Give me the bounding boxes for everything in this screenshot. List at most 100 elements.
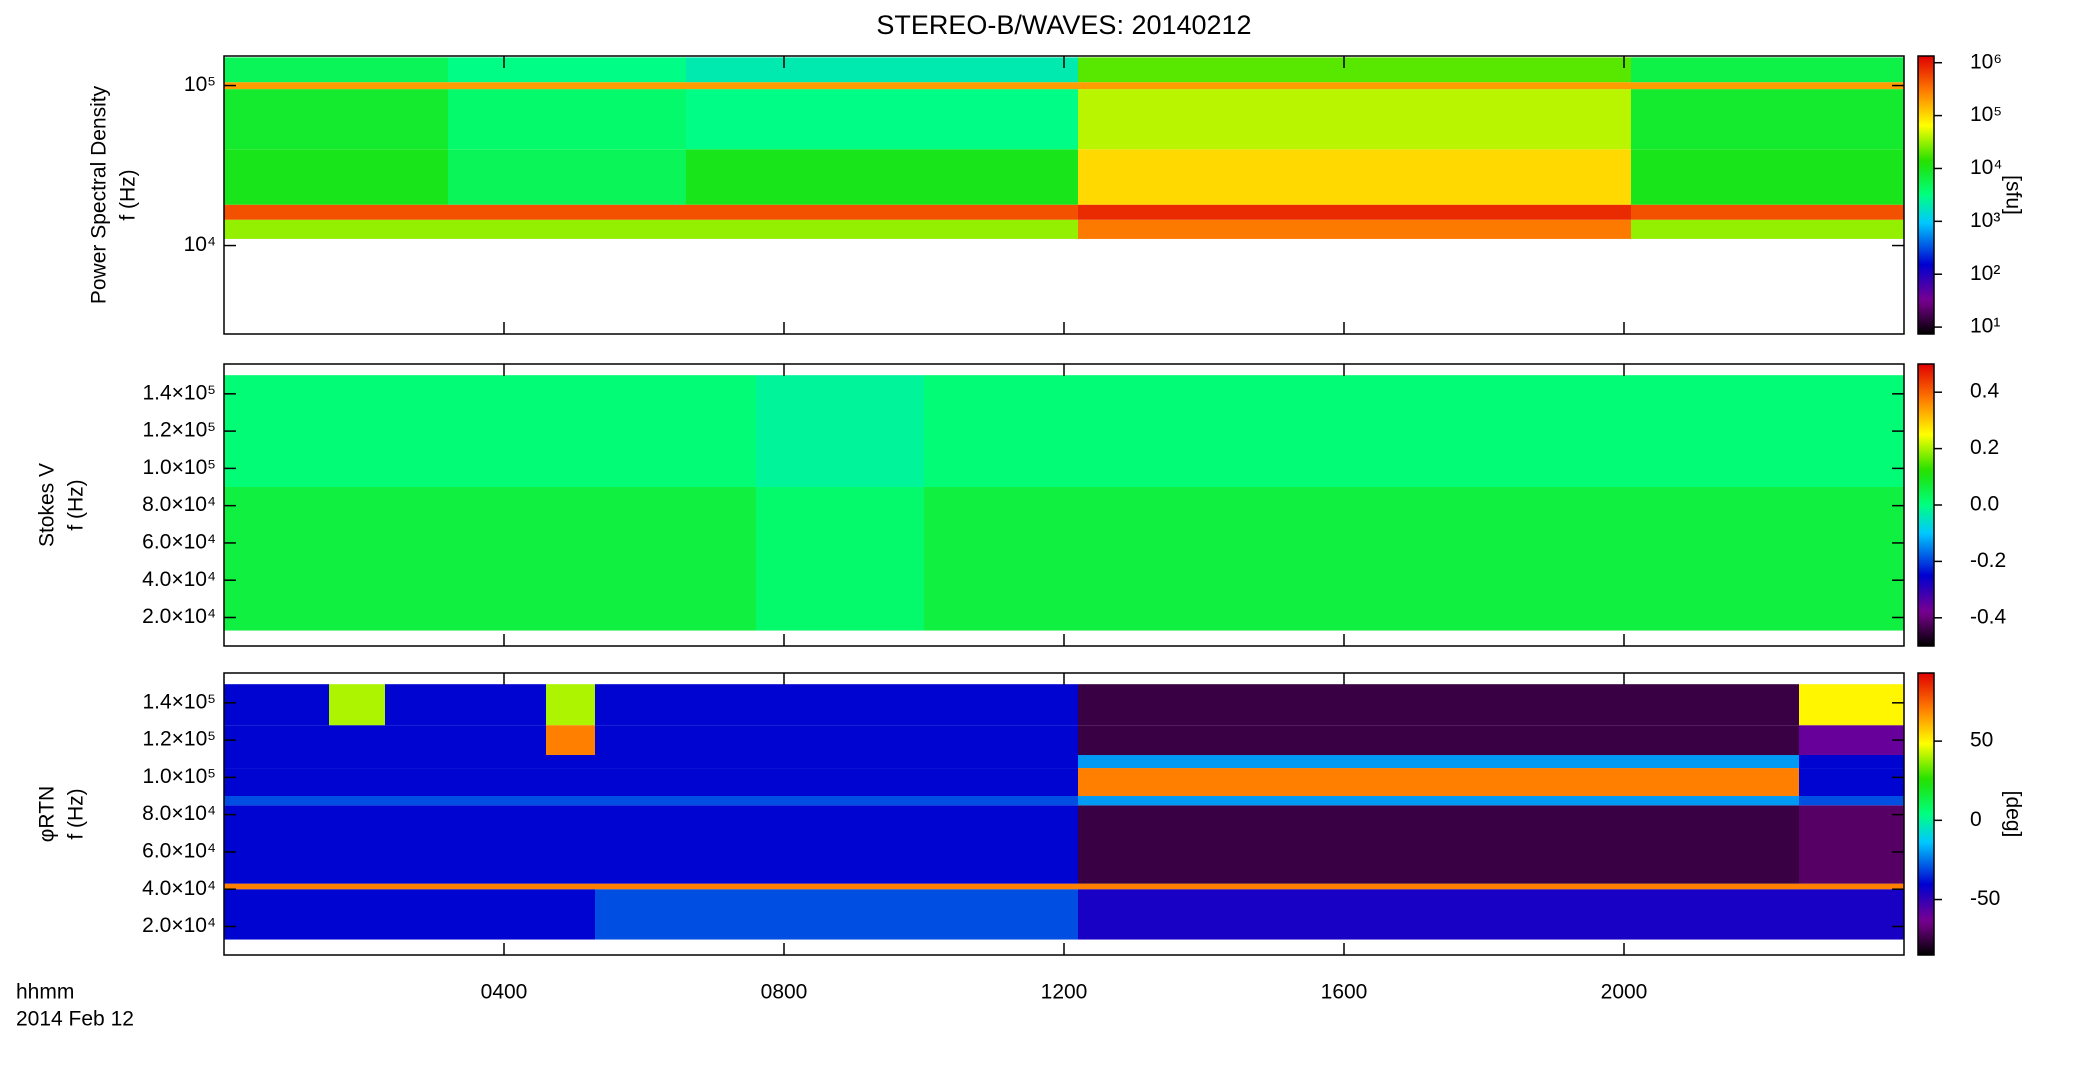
- y-axis-label: Stokes V: [36, 463, 59, 547]
- spectrogram-cell: [329, 684, 385, 726]
- spectrogram-cell: [385, 725, 546, 756]
- date-label: 2014 Feb 12: [16, 1008, 134, 1031]
- y-axis-label: f (Hz): [65, 479, 88, 530]
- spectrogram-cell: [224, 755, 329, 769]
- spectrogram-cell: [595, 768, 1078, 797]
- spectrogram-cell: [385, 805, 546, 884]
- spectrogram-cell: [686, 57, 1078, 83]
- spectrogram-cell: [1631, 204, 1904, 220]
- spectrogram-cell: [329, 796, 385, 806]
- spectrogram-cell: [1631, 219, 1904, 239]
- spectrogram-cell: [1799, 755, 1904, 769]
- colorbar-tick-label: 10⁵: [1970, 103, 2002, 126]
- spectrogram-cell: [686, 149, 1078, 205]
- spectrogram-cell: [329, 768, 385, 797]
- spectrogram-cell: [448, 89, 686, 150]
- x-tick-label: 1200: [1041, 981, 1088, 1004]
- colorbar-tick-label: 0.4: [1970, 380, 2000, 403]
- colorbar-tick-label: -50: [1970, 887, 2000, 910]
- y-tick-label: 1.4×10⁵: [142, 381, 216, 404]
- spectrogram-cell: [224, 204, 448, 220]
- spectrogram-cell: [686, 82, 1078, 90]
- spectrogram-cell: [595, 755, 1078, 769]
- spectrogram-cell: [224, 487, 756, 631]
- spectrogram-cell: [224, 219, 448, 239]
- spectrogram-cell: [595, 684, 1078, 726]
- spectrogram-cell: [686, 204, 1078, 220]
- spectrogram-cell: [595, 725, 1078, 756]
- y-axis-label: f (Hz): [117, 169, 140, 220]
- spectrogram-cell: [546, 725, 595, 756]
- y-tick-label: 1.2×10⁵: [142, 419, 216, 442]
- spectrogram-cell: [385, 889, 546, 940]
- spectrogram-cell: [1078, 725, 1799, 756]
- spectrogram-cell: [686, 89, 1078, 150]
- spectrogram-cell: [1078, 768, 1799, 797]
- spectrogram-cell: [1078, 82, 1631, 90]
- colorbar-tick-label: 0.2: [1970, 436, 1999, 459]
- spectrogram-cell: [1078, 805, 1799, 884]
- y-axis-label: f (Hz): [65, 788, 88, 839]
- spectrogram-cell: [595, 796, 1078, 806]
- colorbar-label: [deg]: [2001, 791, 2024, 838]
- spectrogram-cell: [224, 883, 329, 890]
- y-tick-label: 1.0×10⁵: [142, 765, 216, 788]
- spectrogram-cell: [224, 725, 329, 756]
- spectrogram-cell: [224, 82, 448, 90]
- spectrogram-cell: [546, 805, 595, 884]
- spectrogram-cell: [1078, 889, 1799, 940]
- y-tick-label: 1.0×10⁵: [142, 456, 216, 479]
- spectrogram-cell: [329, 725, 385, 756]
- spectrogram-cell: [1078, 883, 1799, 890]
- colorbar-label: [sfu]: [2001, 175, 2024, 215]
- spectrogram-cell: [329, 805, 385, 884]
- spectrogram-cell: [1799, 684, 1904, 726]
- spectrogram-cell: [1078, 89, 1631, 150]
- y-tick-label: 2.0×10⁴: [142, 914, 216, 937]
- spectrogram-cell: [224, 375, 756, 488]
- spectrogram-cell: [224, 149, 448, 205]
- colorbar-tick-label: 50: [1970, 729, 1993, 752]
- y-tick-label: 6.0×10⁴: [142, 530, 216, 553]
- x-tick-label: 0800: [761, 981, 808, 1004]
- spectrogram-cell: [329, 889, 385, 940]
- y-tick-label: 2.0×10⁴: [142, 605, 216, 628]
- y-axis-label: φRTN: [36, 786, 59, 842]
- spectrogram-cell: [385, 755, 546, 769]
- spectrogram-cell: [1631, 149, 1904, 205]
- spectrogram-cell: [385, 883, 546, 890]
- spectrogram-cell: [1631, 82, 1904, 90]
- y-tick-label: 8.0×10⁴: [142, 493, 216, 516]
- spectrogram-cell: [924, 375, 1904, 488]
- x-tick-label: 0400: [481, 981, 528, 1004]
- spectrogram-cell: [546, 755, 595, 769]
- y-tick-label: 10⁵: [184, 73, 216, 96]
- spectrogram-cell: [329, 883, 385, 890]
- spectrogram-cell: [1799, 768, 1904, 797]
- spectrogram-cell: [224, 89, 448, 150]
- spectrogram-cell: [1799, 805, 1904, 884]
- y-axis-label: Power Spectral Density: [88, 85, 111, 304]
- colorbar-tick-label: 10³: [1970, 209, 2000, 232]
- x-tick-label: 2000: [1601, 981, 1648, 1004]
- colorbar-tick-label: -0.4: [1970, 605, 2007, 628]
- spectrogram-cell: [546, 768, 595, 797]
- y-tick-label: 1.2×10⁵: [142, 728, 216, 751]
- colorbar: [1917, 672, 1935, 956]
- spectrogram-cell: [1799, 889, 1904, 940]
- y-tick-label: 10⁴: [184, 233, 216, 256]
- spectrogram-cell: [385, 768, 546, 797]
- spectrogram-cell: [546, 796, 595, 806]
- colorbar-tick-label: 0: [1970, 808, 1982, 831]
- spectrogram-cell: [448, 219, 686, 239]
- colorbar-tick-label: 10⁴: [1970, 156, 2002, 179]
- spectrogram-cell: [224, 796, 329, 806]
- spectrogram-cell: [1078, 57, 1631, 83]
- spectrogram-cell: [1078, 684, 1799, 726]
- spectrogram-cell: [1078, 796, 1799, 806]
- spectrogram-cell: [546, 889, 595, 940]
- spectrogram-cell: [1799, 883, 1904, 890]
- spectrogram-cell: [595, 883, 1078, 890]
- spectrogram-cell: [1631, 89, 1904, 150]
